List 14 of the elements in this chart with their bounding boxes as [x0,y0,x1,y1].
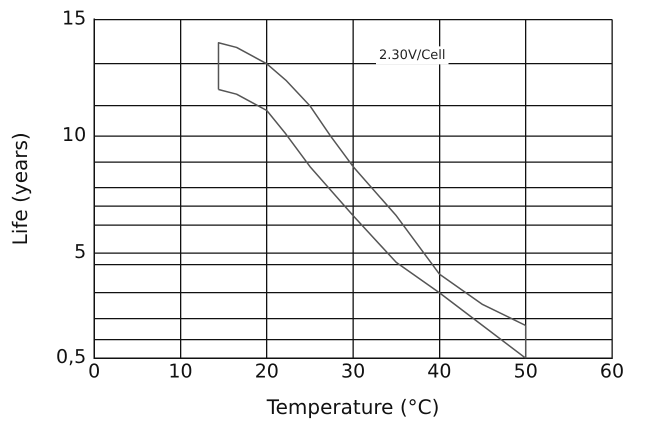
y-axis-title: Life (years) [8,132,32,246]
x-tick-label: 40 [427,360,452,383]
x-tick-label: 60 [600,360,624,383]
x-tick-label: 20 [254,360,279,383]
y-tick-label: 0,5 [56,346,86,368]
x-tick-label: 50 [514,360,538,383]
y-tick-label: 5 [74,240,86,263]
x-tick-label: 0 [88,360,100,383]
x-tick-label: 30 [341,360,366,383]
y-tick-label: 15 [62,7,86,30]
x-tick-label: 10 [168,360,193,383]
x-axis-title: Temperature (°C) [266,395,440,420]
annotation: 2.30V/Cell [378,48,446,63]
y-tick-label: 10 [62,124,86,146]
